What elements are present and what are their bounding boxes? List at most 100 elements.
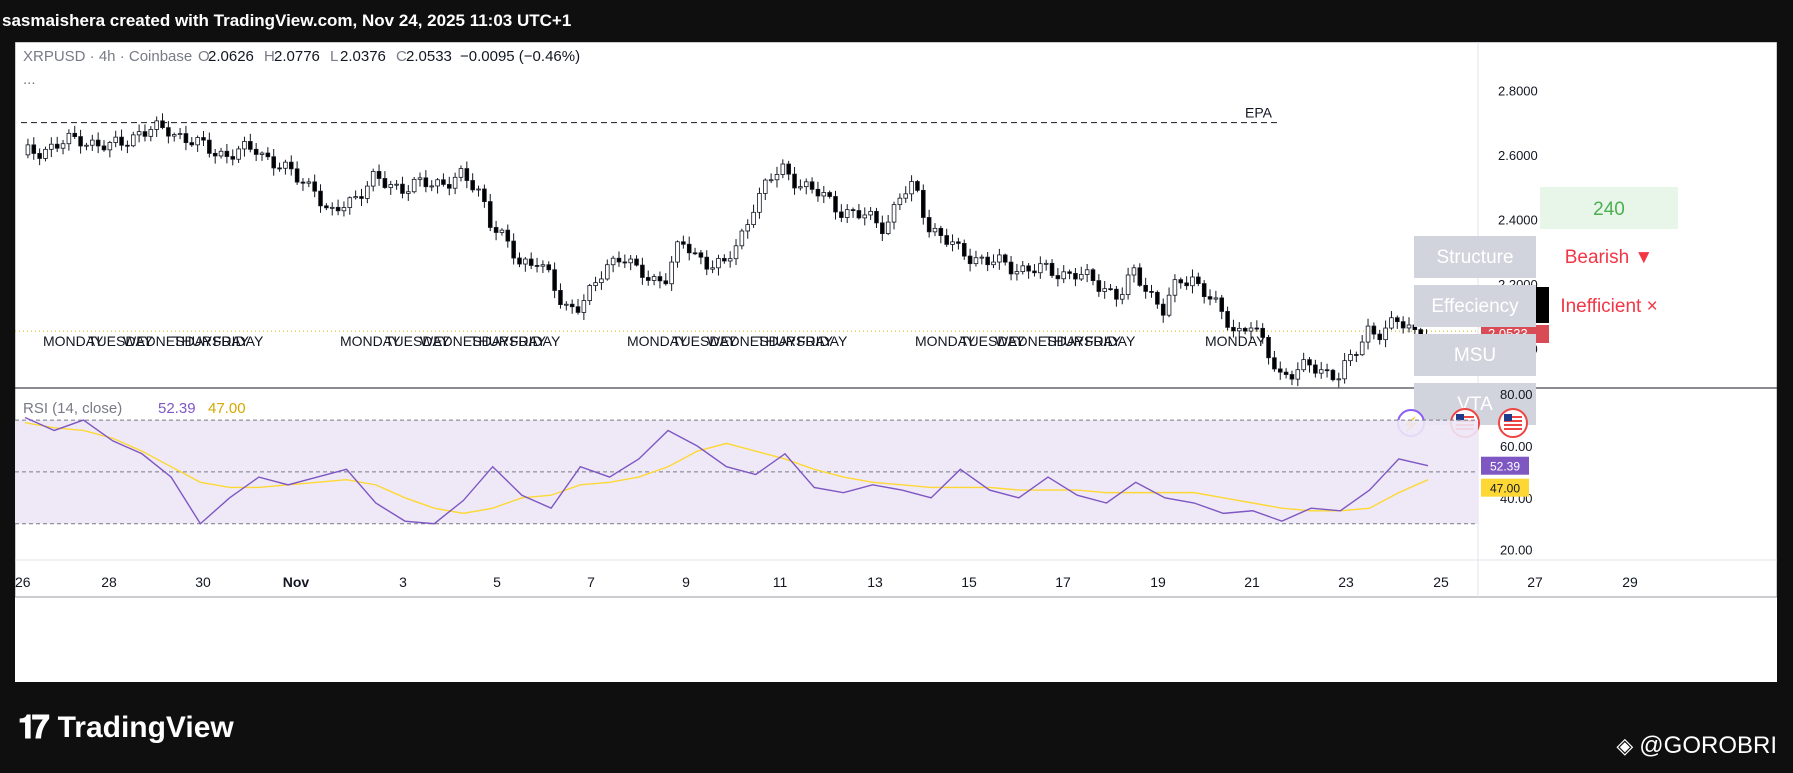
candle-up: [154, 120, 159, 130]
candle-up: [1295, 369, 1301, 380]
tradingview-logo-icon: 𝟏𝟕: [18, 709, 50, 745]
candle-up: [435, 179, 440, 187]
candle-down: [212, 152, 218, 157]
candle-down: [1219, 297, 1225, 312]
diamond-icon: ◈: [1616, 733, 1634, 758]
day-label: FRIDAY: [213, 333, 264, 349]
day-label: TUESDAY: [385, 333, 451, 349]
candle-down: [335, 206, 341, 212]
candle-up: [171, 134, 177, 137]
candle-down: [1032, 270, 1037, 274]
candle-down: [880, 222, 885, 235]
candle-up: [610, 257, 616, 266]
candle-up: [283, 161, 288, 169]
candle-down: [1272, 357, 1277, 370]
legend-more: ...: [23, 71, 36, 88]
candle-up: [716, 258, 721, 269]
candle-up: [669, 261, 674, 285]
candle-up: [452, 176, 458, 189]
candle-down: [926, 217, 932, 233]
candle-down: [1149, 291, 1154, 293]
ohlc-label: L: [330, 48, 338, 65]
ohlc-value: 2.0376: [340, 48, 386, 65]
candle-up: [727, 258, 733, 262]
candle-up: [148, 129, 154, 137]
rsi-ma-line: [24, 421, 1429, 515]
candle-down: [944, 235, 949, 245]
flag-stripe: [1504, 424, 1522, 426]
candle-down: [318, 190, 323, 207]
day-label: THURSDAY: [757, 333, 834, 349]
candle-up: [675, 241, 680, 263]
date-tick-label: Nov: [283, 574, 310, 590]
candle-up: [107, 142, 113, 151]
attribution-text: sasmaishera created with TradingView.com…: [2, 11, 572, 30]
panel-row-label: MSU: [1454, 345, 1496, 366]
candle-up: [1131, 267, 1137, 276]
candle-up: [1061, 271, 1067, 280]
us-flag-icon[interactable]: [1498, 408, 1528, 438]
candle-down: [271, 156, 276, 169]
rsi-tick-label: 20.00: [1500, 543, 1533, 558]
candle-down: [1137, 267, 1143, 286]
candle-down: [1354, 354, 1359, 356]
candle-down: [552, 269, 557, 291]
candle-down: [569, 303, 575, 308]
candle-down: [125, 144, 130, 147]
rsi-badge: [1481, 456, 1529, 475]
candle-down: [1313, 364, 1318, 374]
candle-down: [1002, 254, 1008, 263]
change-value: −0.0095 (−0.46%): [460, 48, 580, 65]
candle-down: [1196, 276, 1201, 285]
day-label: FRIDAY: [510, 333, 561, 349]
day-label: MONDAY: [915, 333, 976, 349]
candle-down: [189, 142, 195, 146]
candle-down: [961, 243, 967, 257]
rsi-ma-value: 47.00: [208, 400, 246, 417]
candle-down: [142, 131, 148, 137]
rsi-name: RSI (14, close): [23, 400, 122, 417]
rsi-badge-value: 52.39: [1490, 460, 1520, 474]
candle-up: [997, 254, 1002, 263]
candle-up: [84, 144, 89, 147]
candle-down: [1055, 275, 1061, 280]
candle-down: [1114, 288, 1119, 300]
candle-up: [1406, 324, 1412, 329]
day-label: MONDAY: [1205, 333, 1266, 349]
date-tick-label: 23: [1338, 574, 1354, 590]
candle-up: [429, 185, 434, 188]
candle-up: [979, 256, 985, 259]
candle-down: [487, 201, 493, 228]
candle-up: [1348, 354, 1353, 362]
candle-up: [177, 133, 183, 135]
candle-down: [446, 184, 452, 189]
day-label: WEDNESDAY: [420, 333, 510, 349]
candle-down: [921, 189, 926, 218]
candle-down: [874, 210, 879, 224]
date-tick-label: 13: [867, 574, 883, 590]
day-label: MONDAY: [627, 333, 688, 349]
epa-label: EPA: [1245, 105, 1273, 121]
candle-down: [95, 139, 101, 147]
panel-label-cell: [1414, 285, 1536, 327]
date-tick-label: 11: [773, 574, 788, 590]
candle-down: [1283, 371, 1289, 375]
day-label: FRIDAY: [797, 333, 848, 349]
candle-down: [1254, 327, 1260, 330]
candle-down: [616, 257, 622, 263]
chart-frame[interactable]: EPA MONDAY TUESDAY WEDNESDAY THURSDAY FRIDAY M…: [15, 42, 1777, 682]
candle-down: [663, 280, 669, 285]
candle-down: [1324, 369, 1330, 372]
candle-down: [517, 257, 522, 265]
candle-down: [1178, 279, 1184, 284]
candle-down: [248, 141, 253, 150]
candle-down: [441, 179, 446, 185]
candle-down: [967, 255, 973, 265]
candle-up: [739, 230, 745, 247]
candle-up: [763, 179, 768, 194]
candle-up: [628, 258, 633, 264]
candle-up: [1342, 360, 1347, 380]
candle-up: [909, 181, 914, 195]
candle-up: [499, 229, 505, 233]
